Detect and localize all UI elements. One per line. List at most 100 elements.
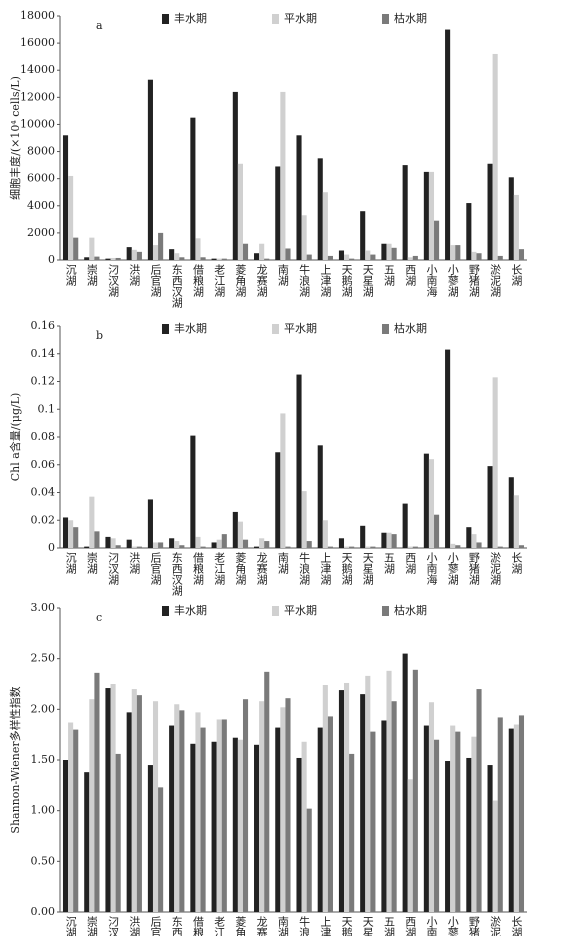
x-tick-label: 淤泥湖	[489, 264, 502, 298]
bar	[105, 688, 111, 912]
x-tick-label: 西湖	[404, 264, 417, 287]
bar	[428, 702, 435, 912]
bar	[152, 701, 159, 912]
x-tick-label: 长湖	[510, 552, 523, 575]
x-tick-label: 上津湖	[319, 264, 332, 298]
legend-swatch	[162, 14, 169, 24]
x-tick-label: 天星湖	[361, 916, 374, 936]
x-tick-label: 小南海	[425, 264, 438, 298]
bar	[131, 249, 137, 260]
panel-label: a	[96, 19, 103, 32]
x-tick-label: 老江湖	[213, 916, 226, 936]
bar	[221, 534, 227, 548]
bar	[306, 254, 312, 260]
x-tick-label: 后官湖	[149, 264, 162, 298]
bar	[428, 459, 435, 548]
y-tick-label: 2.50	[31, 652, 56, 665]
bar	[105, 258, 111, 260]
x-tick-label: 东西汊湖	[170, 552, 183, 597]
bar	[428, 171, 435, 260]
x-tick-label: 天鹅湖	[340, 552, 353, 586]
bar	[242, 243, 249, 260]
y-tick-label: 0.02	[31, 513, 56, 526]
x-tick-label: 借粮湖	[191, 264, 204, 298]
legend-swatch	[272, 324, 279, 334]
bar	[471, 534, 477, 548]
bar	[73, 237, 79, 260]
bar	[423, 453, 429, 548]
bar	[360, 525, 366, 548]
bar	[492, 377, 498, 548]
bar	[68, 520, 74, 548]
x-tick-label: 老江湖	[213, 264, 226, 298]
bar	[344, 546, 350, 548]
x-tick-label: 长湖	[510, 264, 523, 287]
bar	[195, 238, 201, 260]
y-tick-label: 0	[48, 253, 55, 266]
bar	[158, 542, 164, 548]
bar	[492, 53, 498, 261]
x-tick-label: 小蓼湖	[446, 916, 459, 936]
x-tick-label: 上津湖	[319, 552, 332, 586]
bar	[445, 349, 451, 548]
x-tick-label: 天鹅湖	[340, 916, 353, 936]
bar	[455, 245, 461, 260]
bar	[158, 787, 164, 912]
y-tick-label: 0.16	[31, 319, 56, 332]
legend-label: 平水期	[284, 322, 317, 335]
x-tick-label: 沉湖	[64, 264, 77, 287]
y-tick-label: 14000	[20, 63, 55, 76]
x-tick-label: 崇湖	[85, 552, 98, 575]
bar	[407, 779, 413, 912]
bar	[344, 682, 350, 912]
legend-swatch	[162, 324, 169, 334]
bar	[434, 514, 440, 548]
bar	[147, 499, 153, 548]
bar	[402, 653, 408, 912]
bar	[327, 716, 333, 912]
bar	[322, 192, 328, 260]
bar	[280, 707, 286, 912]
bar	[84, 546, 90, 548]
bar	[68, 722, 74, 912]
bar	[89, 496, 95, 548]
x-tick-label: 小南海	[425, 916, 438, 936]
bar	[513, 194, 519, 260]
bar	[259, 243, 265, 260]
bar	[317, 727, 323, 912]
bar	[126, 247, 132, 260]
bar	[466, 757, 472, 912]
y-tick-label: 2.00	[31, 702, 56, 715]
bar	[169, 538, 175, 548]
bar	[513, 724, 519, 912]
bar	[174, 704, 180, 912]
y-tick-label: 12000	[20, 90, 55, 103]
bar	[327, 255, 333, 260]
x-tick-label: 西湖	[404, 916, 417, 936]
bar	[73, 527, 79, 548]
bar	[254, 744, 260, 912]
y-tick-label: 3.00	[31, 601, 56, 614]
legend-label: 平水期	[284, 12, 317, 25]
bar	[68, 175, 74, 260]
x-tick-label: 淤泥湖	[489, 916, 502, 936]
bar	[466, 527, 472, 548]
x-tick-label: 牛浪湖	[298, 915, 311, 936]
bar	[487, 765, 493, 912]
bar	[381, 532, 387, 548]
x-tick-label: 东西汊湖	[170, 916, 183, 936]
x-tick-label: 长湖	[510, 916, 523, 936]
bar	[216, 258, 222, 260]
bar	[115, 545, 121, 548]
bar	[221, 719, 227, 912]
bar	[254, 253, 260, 260]
bar	[407, 257, 413, 260]
bar	[518, 249, 525, 260]
x-tick-label: 老江湖	[213, 552, 226, 586]
bar	[275, 727, 281, 912]
x-tick-label: 后官湖	[149, 916, 162, 936]
bar	[381, 243, 387, 260]
bar	[360, 211, 366, 260]
bar	[110, 257, 116, 260]
bar	[513, 495, 519, 548]
